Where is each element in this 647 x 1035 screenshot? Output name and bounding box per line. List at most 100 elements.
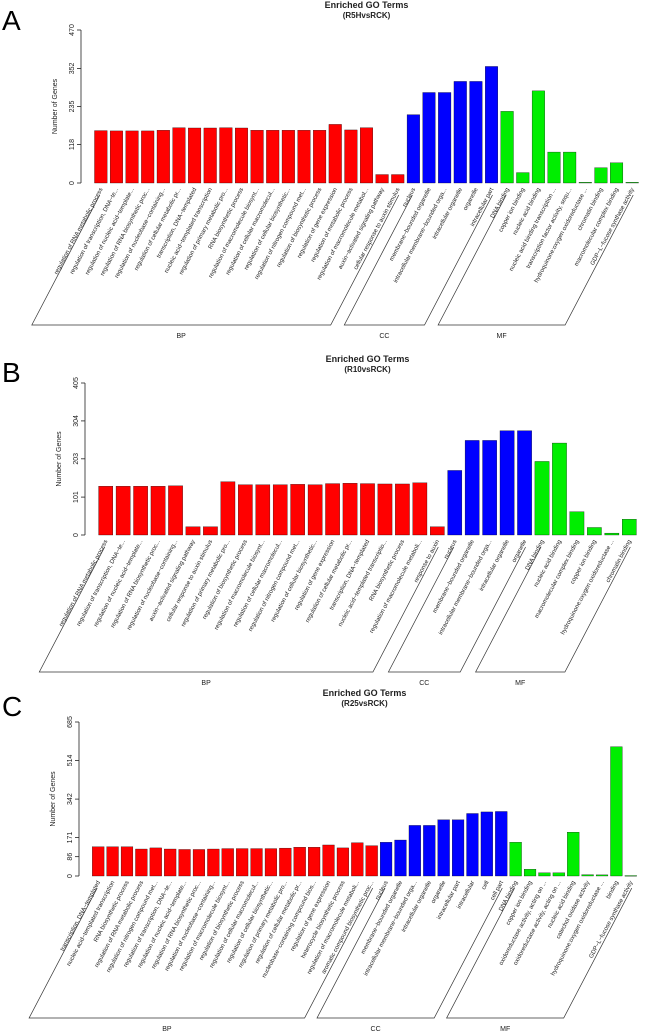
bar: [447, 470, 463, 536]
group-bracket-mf: [446, 887, 633, 1019]
y-axis-label: Number of Genes: [56, 431, 63, 487]
group-bracket-cc: [343, 194, 493, 326]
bar: [308, 847, 321, 877]
bar: [412, 482, 428, 536]
y-tick-label: 118: [69, 139, 76, 150]
bar: [531, 90, 545, 184]
bar: [322, 844, 335, 877]
bar: [622, 519, 637, 536]
bar: [150, 486, 166, 536]
category-label: nucleus: [444, 539, 459, 560]
bar: [293, 847, 306, 877]
group-label-bp: BP: [201, 680, 211, 687]
bar: [391, 174, 405, 184]
bar: [552, 442, 567, 536]
bar: [250, 130, 264, 184]
bar: [587, 527, 602, 536]
bar: [466, 813, 479, 877]
bar: [290, 484, 305, 536]
bar: [221, 848, 234, 877]
bar: [172, 127, 186, 184]
bar: [581, 874, 594, 877]
bar: [220, 481, 236, 536]
category-label: cell part: [490, 880, 505, 902]
bar: [133, 486, 148, 536]
group-bracket-mf: [437, 194, 634, 326]
bar: [595, 874, 609, 877]
group-bracket-cc: [387, 546, 526, 673]
bar: [523, 869, 537, 877]
bar: [464, 440, 480, 536]
bar: [279, 847, 292, 877]
bar: [92, 846, 105, 877]
panel-letter: A: [2, 5, 21, 36]
chart-panel-a: A Enriched GO Terms(R5HvsRCK) 0 118 235 352 47…: [2, 0, 639, 340]
chart-panel-c: C Enriched GO Terms(R25vsRCK) 0 86 171 342 514…: [2, 688, 637, 1033]
group-label-bp: BP: [177, 333, 187, 340]
bar: [538, 872, 551, 877]
panel-letter: B: [2, 357, 21, 388]
group-bracket-mf: [475, 546, 631, 673]
bar: [109, 130, 123, 184]
bar: [255, 484, 271, 536]
y-tick-label: 171: [67, 832, 74, 844]
group-label-cc: CC: [371, 1026, 381, 1033]
category-label: nucleus: [402, 187, 417, 208]
y-axis-label: Number of Genes: [52, 78, 59, 134]
bar: [469, 81, 483, 184]
bar: [394, 839, 407, 877]
bar: [106, 846, 119, 877]
bar: [98, 486, 113, 536]
chart-subtitle: (R5HvsRCK): [343, 11, 391, 20]
group-label-cc: CC: [419, 680, 429, 687]
bar: [156, 130, 170, 184]
bar: [238, 484, 253, 536]
bar: [377, 483, 393, 536]
bar: [203, 526, 218, 536]
bar: [141, 130, 155, 184]
y-tick-label: 203: [73, 453, 80, 465]
bar: [168, 485, 183, 536]
y-tick-label: 405: [73, 377, 80, 389]
bar: [509, 842, 522, 877]
y-tick-label: 101: [73, 491, 80, 503]
bar: [547, 151, 561, 184]
group-bracket-bp: [38, 546, 439, 673]
bar: [94, 130, 108, 184]
bar: [380, 842, 393, 877]
bar: [610, 746, 623, 877]
bar: [624, 875, 637, 877]
bar: [164, 848, 177, 877]
bar: [360, 483, 375, 536]
bar: [610, 162, 624, 184]
bar: [297, 130, 311, 184]
bar: [219, 127, 233, 184]
bar: [135, 848, 148, 877]
bar: [563, 151, 577, 184]
bar: [408, 825, 421, 877]
bar: [185, 526, 201, 536]
bar: [625, 182, 639, 184]
bar: [342, 483, 358, 536]
bar: [499, 430, 515, 536]
bar: [203, 127, 217, 184]
category-label: nucleus: [375, 880, 390, 901]
y-tick-label: 86: [67, 853, 74, 861]
bar: [281, 130, 295, 184]
bar: [178, 849, 191, 877]
group-bracket-cc: [316, 887, 503, 1019]
bar: [604, 532, 620, 536]
bar: [266, 130, 280, 184]
bar: [365, 845, 378, 877]
y-tick-label: 0: [69, 181, 76, 185]
bar: [485, 66, 498, 184]
bar: [125, 130, 139, 184]
bar: [264, 848, 277, 877]
bar: [480, 811, 493, 877]
bar: [344, 129, 358, 184]
bar: [307, 484, 323, 536]
chart-panel-b: B Enriched GO Terms(R10vsRCK) 0 101 203 304 40…: [2, 354, 637, 687]
bar: [207, 848, 220, 877]
y-tick-label: 342: [67, 793, 74, 805]
bar: [495, 811, 508, 877]
